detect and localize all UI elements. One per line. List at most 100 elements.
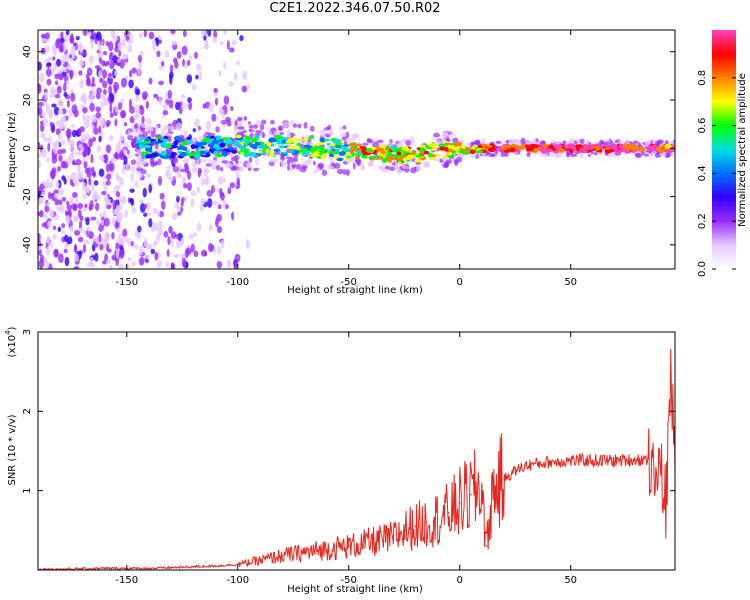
- spectrogram-cell: [254, 134, 260, 140]
- spectrogram-cell: [649, 152, 654, 158]
- spectrogram-cell: [46, 78, 52, 86]
- spectrogram-cell: [292, 123, 298, 128]
- spectrogram-cell: [80, 145, 85, 153]
- spectrogram-cell: [151, 39, 157, 47]
- spectrogram-cell: [217, 245, 222, 255]
- spectrogram-cell: [180, 147, 188, 151]
- spectrogram-cell: [158, 227, 163, 237]
- snr-point: [669, 370, 672, 373]
- spectrogram-cell: [163, 125, 171, 130]
- spectrogram-cell: [108, 162, 115, 172]
- spectrogram-cell: [557, 148, 565, 153]
- spectrogram-cell: [38, 232, 41, 242]
- spectrogram-cell: [175, 238, 182, 249]
- spectrogram-cell: [186, 59, 191, 66]
- spectrogram-cell: [57, 253, 64, 264]
- spectrogram-cell: [187, 97, 192, 103]
- spectrogram-cell: [105, 259, 112, 265]
- spectrogram-cell: [205, 120, 211, 131]
- spectrogram-cell: [171, 212, 178, 221]
- spectrogram-cell: [164, 49, 170, 58]
- spectrogram-cell: [241, 130, 247, 134]
- spectrogram-cell: [165, 169, 172, 180]
- spectrogram-cell: [170, 231, 177, 240]
- spectrogram-cell: [91, 76, 95, 85]
- spectrogram-cell: [342, 148, 351, 151]
- spectrogram-cell: [38, 101, 44, 107]
- spectrogram-cell: [157, 158, 162, 166]
- snr-plot: -150 -100 -50 0 50 1 2 3 Height of straight lin…: [4, 326, 676, 595]
- spectrogram-cell: [346, 160, 351, 164]
- spectrogram-cell: [92, 170, 96, 178]
- spectrogram-cell: [89, 39, 94, 44]
- spectrogram-cell: [169, 155, 176, 159]
- spectrogram-cell: [316, 142, 324, 146]
- spectrogram-cell: [47, 220, 52, 228]
- spectrogram-cell: [44, 205, 50, 213]
- spectrogram-cell: [469, 149, 476, 154]
- snr-point: [347, 545, 350, 547]
- spectrogram-cell: [57, 165, 61, 172]
- spectrogram-cell: [132, 114, 139, 119]
- spectrogram-cell: [57, 98, 64, 106]
- spectrogram-cell: [71, 203, 77, 210]
- spectrogram-cell: [368, 156, 376, 160]
- spectrogram-cell: [57, 226, 62, 232]
- spectrogram-cell: [633, 140, 639, 144]
- spectrogram-cell: [179, 168, 187, 173]
- spectrogram-cell: [101, 180, 106, 186]
- spectrogram-cell: [308, 135, 314, 140]
- spectrogram-cell: [333, 138, 342, 144]
- spectrogram-cell: [231, 40, 237, 46]
- spectrogram-cell: [118, 263, 124, 269]
- spectrogram-cell: [112, 199, 117, 210]
- spectrogram-cell: [168, 225, 173, 234]
- spectrogram-cell: [241, 85, 248, 93]
- spectrogram-cell: [75, 158, 82, 166]
- spectrogram-axes: -150 -100 -50 0 50 -40 -20 0 20 40: [22, 30, 675, 288]
- spectrogram-cell: [326, 142, 331, 146]
- spectrogram-cell: [269, 158, 275, 163]
- spectrogram-cell: [214, 97, 219, 106]
- spectrogram-cell: [341, 136, 347, 141]
- spectrogram-cell: [113, 36, 118, 42]
- spectrogram-cell: [215, 164, 221, 171]
- spectrogram-cell: [184, 195, 188, 201]
- spectrogram-cell: [158, 80, 164, 86]
- spectrogram-cell: [192, 128, 197, 133]
- spectrogram-cell: [63, 92, 68, 97]
- spectrogram-cell: [396, 151, 402, 156]
- spectrogram-cell: [59, 37, 65, 44]
- spectrogram-cell: [366, 139, 374, 144]
- spectrogram-cell: [111, 217, 116, 226]
- spectrogram-cell: [93, 127, 99, 135]
- spectrogram-cell: [533, 147, 542, 152]
- spectrogram-cell: [203, 166, 208, 177]
- spectrogram-cell: [286, 133, 291, 138]
- spectrogram-cell: [46, 201, 51, 207]
- spectrogram-cell: [127, 130, 132, 136]
- spectrogram-cell: [142, 94, 148, 101]
- spectrogram-cell: [52, 233, 57, 240]
- spectrogram-cell: [61, 196, 66, 202]
- spectrogram-cell: [286, 146, 294, 149]
- spectrogram-cell: [282, 151, 289, 154]
- spectrogram-cell: [220, 239, 225, 249]
- spectrogram-cell: [88, 138, 93, 148]
- spectrogram-cell: [419, 147, 426, 152]
- spectrogram-cell: [38, 199, 43, 205]
- spectrogram-cell: [438, 143, 446, 148]
- spectrogram-xtick-label: -100: [226, 277, 249, 288]
- spectrogram-cell: [638, 149, 646, 152]
- spectrogram-cell: [102, 80, 108, 89]
- spectrogram-cell: [149, 158, 155, 165]
- spectrogram-cell: [58, 69, 63, 74]
- spectrogram-cell: [237, 126, 245, 130]
- spectrogram-cell: [146, 118, 152, 125]
- spectrogram-cell: [131, 67, 137, 74]
- spectrogram-cell: [163, 230, 169, 238]
- spectrogram-cell: [167, 236, 171, 246]
- spectrogram-cell: [487, 147, 496, 153]
- spectrogram-cell: [570, 145, 577, 151]
- spectrogram-cell: [111, 231, 115, 240]
